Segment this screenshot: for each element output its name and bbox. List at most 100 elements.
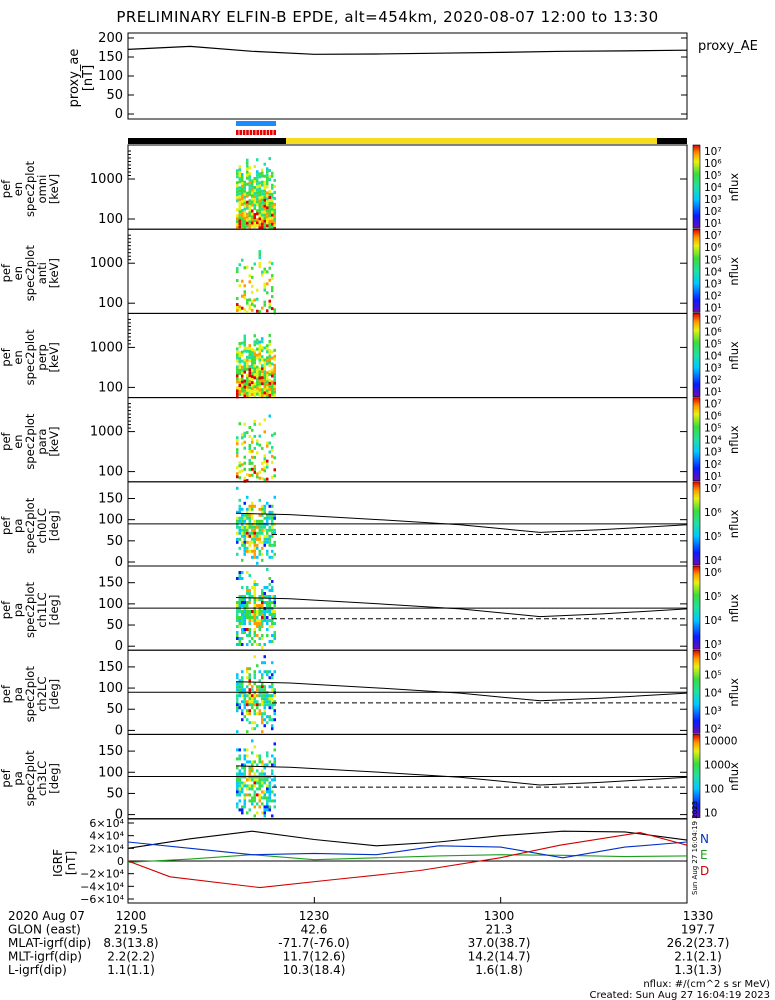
pa_ch1LC-pixel <box>253 634 256 637</box>
en_perp-pixel <box>256 368 259 372</box>
en_perp-ylabel-line: elb <box>0 349 1 367</box>
pa_ch2LC-pixel <box>258 703 261 707</box>
pa_ch2LC-pixel <box>263 685 266 689</box>
en_perp-pixel <box>243 343 246 347</box>
en_anti-pixel <box>236 306 239 310</box>
pa_ch2LC-pixel <box>253 682 256 686</box>
pa_ch1LC-pixel <box>263 616 266 619</box>
pa_ch0LC-pixel <box>251 555 254 559</box>
pa_ch2LC-pixel <box>266 721 269 725</box>
en_perp-pixel <box>258 391 261 395</box>
pa_ch3LC-pixel <box>256 769 259 773</box>
pa_ch3LC-pixel <box>246 754 249 758</box>
en_anti-pixel <box>263 282 266 286</box>
en_omni-colorbar-tick: 10³ <box>704 194 722 206</box>
ephem-mlat: 8.3(13.8) <box>103 936 158 950</box>
en_omni-pixel <box>238 165 241 169</box>
pa_ch2LC-ylabel-line: [deg] <box>47 679 61 710</box>
pa_ch2LC-pixel <box>261 715 264 719</box>
en_omni-pixel <box>243 216 246 220</box>
pa_ch2LC-pixel <box>236 700 239 704</box>
pa_ch2LC-pixel <box>258 670 261 674</box>
ephem-row-label: L-igrf(dip) <box>8 963 67 977</box>
en_perp-pixel <box>256 356 259 360</box>
ae-ytick-label: 200 <box>98 31 123 46</box>
pa_ch3LC-pixel <box>238 808 241 812</box>
pa_ch3LC-pixel <box>273 760 276 764</box>
pa_ch3LC-pixel <box>236 790 239 794</box>
pa_ch2LC-pixel <box>236 706 239 710</box>
en_perp-pixel <box>253 367 256 371</box>
pa_ch2LC-pixel <box>266 700 269 704</box>
en_anti-frame <box>127 228 688 314</box>
en_omni-pixel <box>246 206 249 210</box>
en_anti-ylabel-line: anti <box>35 262 49 284</box>
en_omni-pixel <box>253 195 256 199</box>
ephem-mlt: 14.2(14.7) <box>468 950 531 964</box>
pa_ch2LC-pixel <box>258 688 261 692</box>
en_omni-pixel <box>251 182 254 186</box>
pa_ch2LC-pixel <box>253 709 256 713</box>
en_perp-colorbar-label: nflux <box>727 341 741 370</box>
pa_ch0LC-colorbar-tick: 10⁴ <box>704 555 722 567</box>
en_perp-pixel <box>258 355 261 359</box>
en_anti-pixel <box>251 290 254 294</box>
pa_ch1LC-pixel <box>271 610 274 613</box>
en_omni-pixel <box>241 224 244 228</box>
en_anti-pixel <box>271 286 274 290</box>
pa_ch1LC-pixel <box>248 631 251 634</box>
en_perp-pixel <box>243 370 246 374</box>
pa_ch2LC-spectrogram <box>236 655 276 734</box>
pa_ch2LC-pixel <box>266 694 269 698</box>
en_omni-pixel <box>238 204 241 208</box>
pa_ch3LC-pixel <box>236 778 239 782</box>
pa_ch1LC-pixel <box>271 613 274 616</box>
pa_ch0LC-pixel <box>261 507 264 511</box>
en_para-pixel <box>266 462 269 466</box>
en_anti-pixel <box>258 253 261 257</box>
en_omni-pixel <box>238 201 241 205</box>
pa_ch0LC-pixel <box>248 534 251 538</box>
pa_ch1LC-pixel <box>273 616 276 619</box>
en_omni-pixel <box>253 216 256 220</box>
pa_ch3LC-ytick-label: 150 <box>98 744 123 759</box>
en_omni-pixel <box>248 208 251 212</box>
en_omni-pixel <box>241 197 244 201</box>
pa_ch1LC-pixel <box>246 586 249 589</box>
en_omni-colorbar-tick: 10⁵ <box>704 170 722 182</box>
pa_ch0LC-pixel <box>263 504 266 508</box>
pa_ch2LC-pixel <box>273 670 276 674</box>
en_perp-ylabel-line: spec2plot <box>23 329 37 386</box>
pa_ch0LC-pixel <box>271 504 274 508</box>
pa_ch0LC-pixel <box>248 519 251 523</box>
en_omni-pixel <box>268 193 271 197</box>
pa_ch0LC-pixel <box>253 546 256 550</box>
en_para-pixel <box>236 466 239 470</box>
pa_ch0LC-pixel <box>246 540 249 544</box>
en_perp-pixel <box>248 365 251 369</box>
pa_ch2LC-pixel <box>251 697 254 701</box>
pa_ch2LC-pixel <box>261 703 264 707</box>
pa_ch1LC-pixel <box>241 622 244 625</box>
en_omni-pixel <box>273 208 276 212</box>
en_anti-pixel <box>243 284 246 288</box>
en_anti-pixel <box>271 262 274 266</box>
pa_ch0LC-pixel <box>266 531 269 535</box>
igrf-legend-E: E <box>700 848 708 862</box>
en_perp-pixel <box>256 392 259 396</box>
en_omni-pixel <box>273 196 276 200</box>
en_omni-pixel <box>263 195 266 199</box>
ephem-mlt: 11.7(12.6) <box>283 950 346 964</box>
pa_ch1LC-pixel <box>243 616 246 619</box>
pa_ch1LC-ylabel-line: elb <box>0 601 1 619</box>
en_perp-pixel <box>251 363 254 367</box>
ae-ytick-label: 50 <box>106 88 123 103</box>
pa_ch1LC-pixel <box>258 628 261 631</box>
en_omni-pixel <box>266 221 269 225</box>
en_anti-pixel <box>263 288 266 292</box>
en_perp-pixel <box>258 361 261 365</box>
pa_ch0LC-pixel <box>241 534 244 538</box>
pa_ch1LC-pixel <box>238 622 241 625</box>
pa_ch0LC-pixel <box>266 519 269 523</box>
en_omni-pixel <box>268 190 271 194</box>
